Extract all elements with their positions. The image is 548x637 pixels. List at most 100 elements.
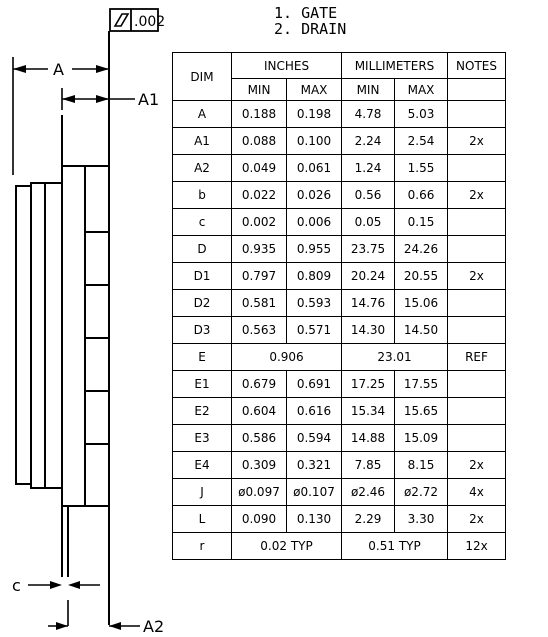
cell-mm-min: 17.25: [341, 370, 395, 398]
cell-dim: E1: [172, 370, 232, 398]
cell-dim: D: [172, 235, 232, 263]
cell-dim: L: [172, 505, 232, 533]
table-row: D2 0.581 0.593 14.76 15.06: [172, 289, 506, 317]
cell-dim: E4: [172, 451, 232, 479]
col-header-in-max: MAX: [286, 78, 342, 101]
table-row: E4 0.309 0.321 7.85 8.15 2x: [172, 451, 506, 479]
cell-mm-max: 3.30: [394, 505, 448, 533]
cell-mm-min: 23.75: [341, 235, 395, 263]
cell-in-min: ø0.097: [231, 478, 287, 506]
cell-in-max: 0.593: [286, 289, 342, 317]
table-row: L 0.090 0.130 2.29 3.30 2x: [172, 505, 506, 533]
cell-mm-min: 14.88: [341, 424, 395, 452]
cell-dim: J: [172, 478, 232, 506]
dim-label-a2: A2: [143, 617, 164, 636]
cell-dim: b: [172, 181, 232, 209]
package-left-outline: [15, 115, 63, 577]
table-row: D3 0.563 0.571 14.30 14.50: [172, 316, 506, 344]
cell-notes: 2x: [447, 181, 506, 209]
cell-mm-min: 2.24: [341, 127, 395, 155]
cell-in-min: 0.563: [231, 316, 287, 344]
cell-in-max: 0.100: [286, 127, 342, 155]
cell-in-max: 0.026: [286, 181, 342, 209]
cell-notes: [447, 397, 506, 425]
cell-in-min: 0.002: [231, 208, 287, 236]
pin-note-drain: 2. DRAIN: [274, 20, 347, 38]
table-row: D1 0.797 0.809 20.24 20.55 2x: [172, 262, 506, 290]
cell-mm-min: 0.56: [341, 181, 395, 209]
cell-in-max: ø0.107: [286, 478, 342, 506]
flatness-frame: [109, 8, 159, 32]
table-row: E 0.906 23.01 REF: [172, 343, 506, 371]
arrow-head: [62, 95, 75, 103]
col-header-millimeters: MILLIMETERS: [341, 52, 448, 79]
cell-notes: [447, 316, 506, 344]
col-header-notes: NOTES: [447, 52, 506, 79]
cell-notes: [447, 424, 506, 452]
table-row: E2 0.604 0.616 15.34 15.65: [172, 397, 506, 425]
table-row: b 0.022 0.026 0.56 0.66 2x: [172, 181, 506, 209]
arrow-head: [96, 65, 109, 73]
cell-mm-max: ø2.72: [394, 478, 448, 506]
cell-dim: r: [172, 532, 232, 560]
cell-notes: [447, 289, 506, 317]
cell-notes: 4x: [447, 478, 506, 506]
cell-dim: A2: [172, 154, 232, 182]
cell-mm-max: 24.26: [394, 235, 448, 263]
cell-in-min: 0.022: [231, 181, 287, 209]
cell-mm-min: 20.24: [341, 262, 395, 290]
cell-mm-min: 0.05: [341, 208, 395, 236]
cell-mm-max: 17.55: [394, 370, 448, 398]
cell-notes: [447, 208, 506, 236]
cell-notes: [447, 100, 506, 128]
dimension-table: DIM INCHES MILLIMETERS NOTES MIN MAX MIN…: [172, 52, 506, 560]
cell-in-max: 0.130: [286, 505, 342, 533]
cell-millimeters: 0.51 TYP: [341, 532, 448, 560]
pin-note-gate: 1. GATE: [274, 4, 338, 22]
cell-mm-max: 1.55: [394, 154, 448, 182]
arrow-head: [68, 581, 80, 589]
cell-notes: 2x: [447, 505, 506, 533]
cell-dim: c: [172, 208, 232, 236]
cell-in-min: 0.604: [231, 397, 287, 425]
cell-notes: [447, 235, 506, 263]
cell-mm-min: 14.30: [341, 316, 395, 344]
arrow-head: [109, 622, 121, 630]
col-header-mm-min: MIN: [341, 78, 395, 101]
col-header-dim: DIM: [172, 52, 232, 101]
cell-in-min: 0.935: [231, 235, 287, 263]
col-header-notes-blank: [447, 78, 506, 101]
cell-dim: D2: [172, 289, 232, 317]
cell-notes: 12x: [447, 532, 506, 560]
col-header-inches: INCHES: [231, 52, 342, 79]
table-row: A2 0.049 0.061 1.24 1.55: [172, 154, 506, 182]
cell-in-min: 0.088: [231, 127, 287, 155]
cell-mm-min: 2.29: [341, 505, 395, 533]
cell-in-max: 0.321: [286, 451, 342, 479]
cell-notes: REF: [447, 343, 506, 371]
cell-mm-min: ø2.46: [341, 478, 395, 506]
cell-mm-max: 5.03: [394, 100, 448, 128]
cell-dim: E3: [172, 424, 232, 452]
table-row: D 0.935 0.955 23.75 24.26: [172, 235, 506, 263]
cell-mm-min: 1.24: [341, 154, 395, 182]
cell-in-min: 0.581: [231, 289, 287, 317]
arrow-head: [96, 95, 109, 103]
cell-mm-min: 4.78: [341, 100, 395, 128]
cell-in-min: 0.797: [231, 262, 287, 290]
table-row: A1 0.088 0.100 2.24 2.54 2x: [172, 127, 506, 155]
cell-in-max: 0.061: [286, 154, 342, 182]
cell-dim: D3: [172, 316, 232, 344]
table-row: E3 0.586 0.594 14.88 15.09: [172, 424, 506, 452]
table-row: E1 0.679 0.691 17.25 17.55: [172, 370, 506, 398]
arrow-head: [56, 622, 68, 630]
cell-notes: 2x: [447, 127, 506, 155]
cell-dim: D1: [172, 262, 232, 290]
cell-in-max: 0.198: [286, 100, 342, 128]
cell-notes: [447, 370, 506, 398]
arrow-head: [50, 581, 62, 589]
cell-mm-max: 0.15: [394, 208, 448, 236]
cell-mm-max: 0.66: [394, 181, 448, 209]
